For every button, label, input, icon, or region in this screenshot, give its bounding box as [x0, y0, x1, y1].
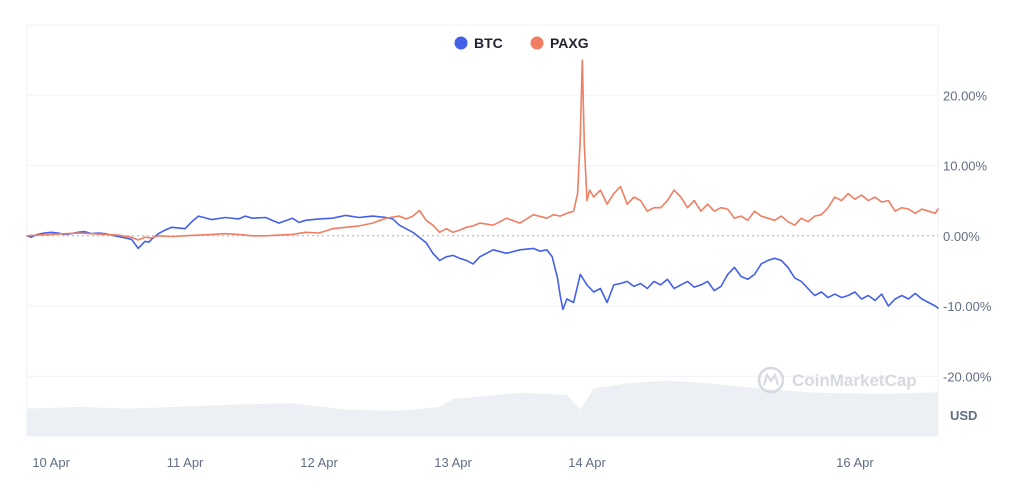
coinmarketcap-watermark: CoinMarketCap	[757, 366, 917, 394]
x-tick-label: 13 Apr	[434, 455, 472, 470]
volume-unit-label: USD	[950, 408, 977, 423]
x-tick-label: 11 Apr	[167, 455, 204, 470]
coinmarketcap-logo-icon	[757, 366, 785, 394]
legend-item-paxg[interactable]: PAXG	[530, 35, 589, 51]
series-line-btc	[26, 214, 939, 311]
volume-area-layer	[27, 380, 938, 436]
y-tick-label: 0.00%	[943, 229, 980, 244]
series-layer	[26, 59, 939, 311]
legend: BTC PAXG	[454, 35, 589, 51]
legend-marker-btc	[454, 36, 468, 50]
y-axis-ticks: 20.00% 10.00% 0.00% -10.00% -20.00%	[943, 88, 992, 384]
y-tick-label: -20.00%	[943, 369, 992, 384]
series-line-paxg	[26, 59, 939, 241]
y-tick-label: 10.00%	[943, 159, 988, 174]
x-tick-label: 16 Apr	[836, 455, 874, 470]
legend-label-btc: BTC	[474, 35, 503, 51]
y-tick-label: -10.00%	[943, 299, 992, 314]
legend-marker-paxg	[530, 36, 544, 50]
coinmarketcap-logo-mark	[763, 372, 779, 386]
x-tick-label: 14 Apr	[568, 455, 606, 470]
x-tick-label: 10 Apr	[32, 455, 70, 470]
x-axis-ticks: 10 Apr 11 Apr 12 Apr 13 Apr 14 Apr 16 Apr	[32, 455, 874, 470]
x-tick-label: 12 Apr	[300, 455, 338, 470]
legend-item-btc[interactable]: BTC	[454, 35, 503, 51]
legend-label-paxg: PAXG	[550, 35, 589, 51]
y-tick-label: 20.00%	[943, 88, 988, 103]
volume-area	[27, 380, 938, 436]
watermark-text: CoinMarketCap	[792, 371, 917, 390]
